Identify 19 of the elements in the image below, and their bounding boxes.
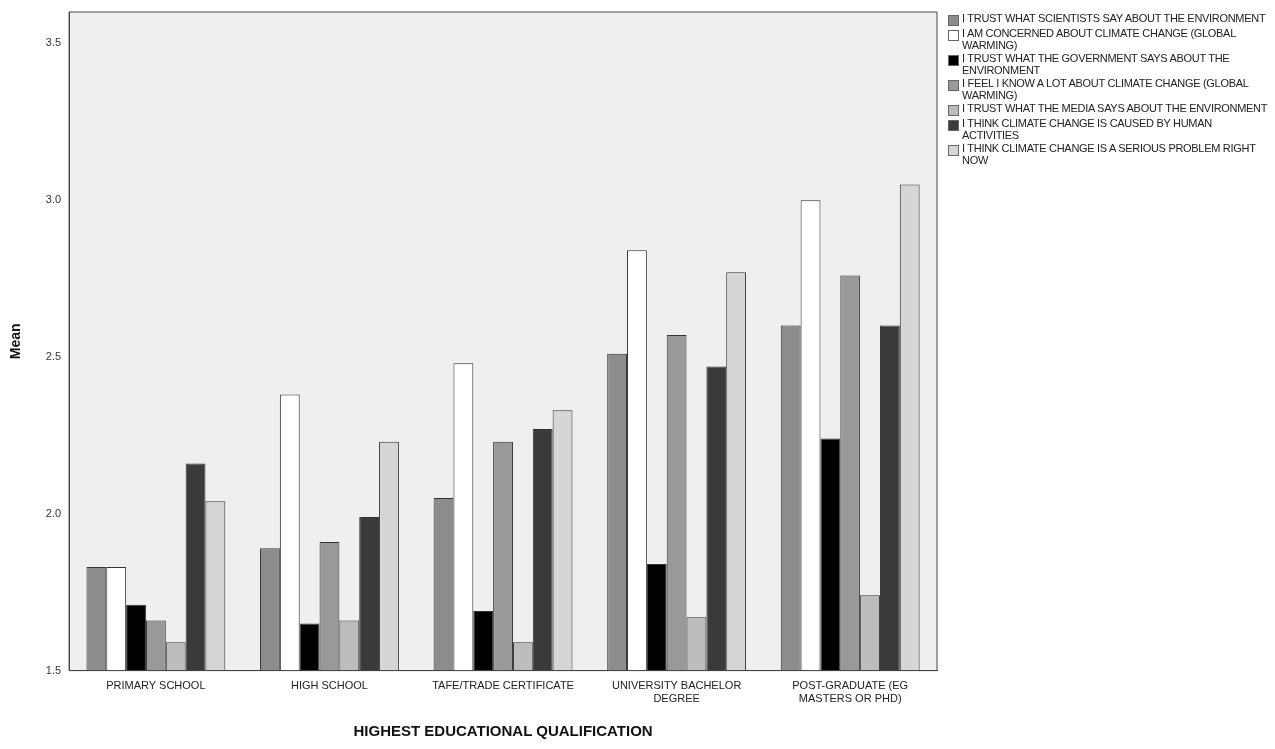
x-tick-label: PRIMARY SCHOOL [106, 679, 206, 692]
x-tick-label: POST-GRADUATE (EG MASTERS OR PHD) [792, 679, 909, 705]
y-tick-label: 3.5 [45, 36, 62, 49]
y-tick-label: 1.5 [45, 663, 62, 676]
legend-label: I AM CONCERNED ABOUT CLIMATE CHANGE (GLOBAL WARMING) [962, 27, 1237, 51]
y-axis-title: Mean [7, 323, 24, 360]
x-tick-label: TAFE/TRADE CERTIFICATE [432, 679, 574, 692]
legend-label: I TRUST WHAT THE GOVERNMENT SAYS ABOUT THE ENVIRONMENT [962, 52, 1231, 76]
x-tick-label: UNIVERSITY BACHELOR DEGREE [611, 679, 742, 705]
legend-label: I FEEL I KNOW A LOT ABOUT CLIMATE CHANGE (GLOBAL WARMING) [962, 77, 1250, 101]
y-tick-label: 2.5 [45, 350, 62, 363]
x-axis-title: HIGHEST EDUCATIONAL QUALIFICATION [353, 722, 653, 740]
legend-label: I TRUST WHAT SCIENTISTS SAY ABOUT THE ENVIRONMENT [962, 12, 1266, 24]
legend-label: I THINK CLIMATE CHANGE IS A SERIOUS PROBLEM RIGHT NOW [962, 142, 1257, 166]
y-tick-label: 2.0 [45, 506, 62, 519]
legend-label: I THINK CLIMATE CHANGE IS CAUSED BY HUMAN ACTIVITIES [962, 117, 1213, 141]
y-tick-label: 3.0 [45, 193, 62, 206]
legend-label: I TRUST WHAT THE MEDIA SAYS ABOUT THE ENVIRONMENT [962, 102, 1268, 114]
x-tick-label: HIGH SCHOOL [290, 679, 368, 692]
